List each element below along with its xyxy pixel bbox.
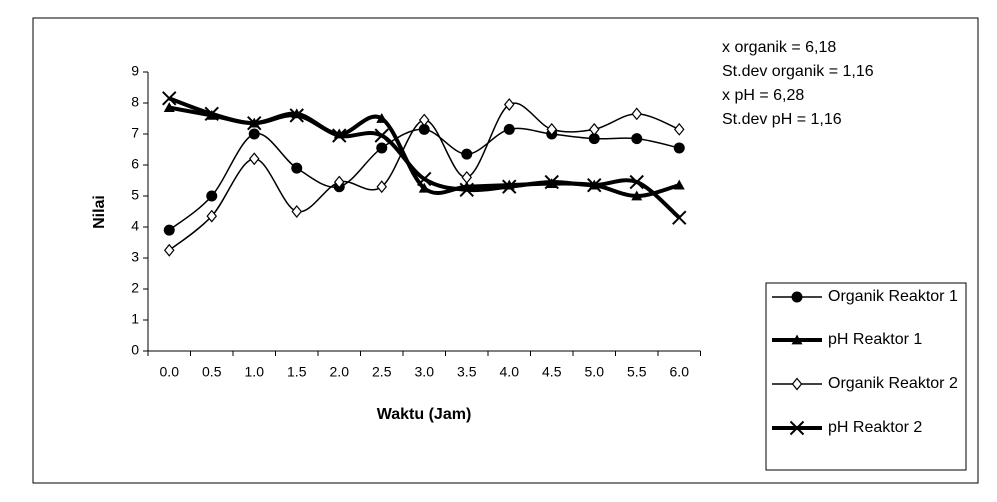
marker — [291, 205, 303, 218]
x-tick-label: 0.5 — [202, 364, 222, 380]
x-axis-label: Waktu (Jam) — [377, 406, 472, 423]
marker — [672, 210, 687, 225]
marker — [673, 179, 685, 190]
marker — [673, 122, 685, 136]
x-tick-label: 4.0 — [500, 364, 520, 380]
x-tick-label: 0.0 — [160, 364, 180, 380]
marker — [163, 224, 175, 236]
x-tick-label: 3.5 — [457, 364, 477, 380]
marker — [631, 190, 643, 201]
marker — [631, 133, 643, 145]
marker — [461, 170, 473, 184]
marker — [374, 128, 389, 143]
marker — [789, 420, 805, 436]
marker — [791, 377, 803, 391]
x-tick-label: 1.5 — [287, 364, 307, 380]
y-tick-label: 7 — [131, 125, 139, 141]
marker — [376, 142, 388, 154]
marker — [162, 91, 177, 106]
marker — [163, 102, 175, 113]
marker — [418, 182, 430, 193]
y-tick-label: 2 — [131, 280, 139, 296]
marker — [544, 174, 559, 190]
marker — [629, 174, 644, 190]
marker — [333, 175, 345, 189]
marker — [791, 334, 803, 345]
marker — [418, 123, 430, 135]
marker — [289, 108, 304, 123]
marker — [376, 113, 388, 123]
marker — [291, 162, 303, 174]
legend-label: Organik Reaktor 1 — [828, 288, 958, 305]
marker — [546, 122, 558, 136]
x-tick-label: 3.0 — [415, 364, 435, 380]
annotation: x pH = 6,28 — [722, 87, 804, 104]
marker — [418, 113, 430, 127]
annotation: x organik = 6,18 — [722, 39, 836, 56]
marker — [204, 106, 219, 122]
legend-label: pH Reaktor 2 — [828, 419, 923, 436]
marker — [248, 128, 260, 140]
marker — [459, 182, 474, 198]
x-tick-label: 5.5 — [627, 364, 647, 380]
marker — [248, 152, 260, 166]
x-tick-label: 6.0 — [670, 364, 690, 380]
marker — [206, 209, 218, 223]
x-tick-label: 5.0 — [585, 364, 605, 380]
y-tick-label: 4 — [131, 218, 139, 234]
y-tick-label: 3 — [131, 249, 139, 265]
y-tick-label: 6 — [131, 156, 139, 172]
y-tick-label: 8 — [131, 94, 139, 110]
marker — [332, 128, 347, 143]
legend-label: pH Reaktor 1 — [828, 331, 923, 348]
marker — [376, 180, 388, 194]
x-tick-label: 2.0 — [330, 364, 350, 380]
y-tick-label: 5 — [131, 187, 139, 203]
legend-label: Organik Reaktor 2 — [828, 375, 958, 392]
marker — [417, 171, 432, 187]
marker — [206, 190, 218, 202]
marker — [631, 107, 643, 121]
marker — [461, 148, 473, 160]
marker — [587, 177, 602, 193]
x-tick-label: 1.0 — [245, 364, 265, 380]
marker — [588, 122, 600, 136]
x-tick-label: 2.5 — [372, 364, 392, 380]
marker — [503, 123, 515, 135]
y-tick-label: 9 — [131, 63, 139, 79]
annotation: St.dev organik = 1,16 — [722, 63, 874, 80]
marker — [673, 142, 685, 154]
legend-box — [765, 282, 967, 471]
marker — [502, 179, 517, 194]
y-axis-label: Nilai — [91, 195, 108, 229]
x-tick-label: 4.5 — [542, 364, 562, 380]
marker — [503, 98, 515, 111]
marker — [588, 133, 600, 145]
marker — [791, 291, 803, 303]
y-tick-label: 0 — [131, 342, 139, 358]
marker — [247, 115, 262, 131]
marker — [163, 243, 175, 257]
y-tick-label: 1 — [131, 311, 139, 327]
annotation: St.dev pH = 1,16 — [722, 111, 842, 128]
